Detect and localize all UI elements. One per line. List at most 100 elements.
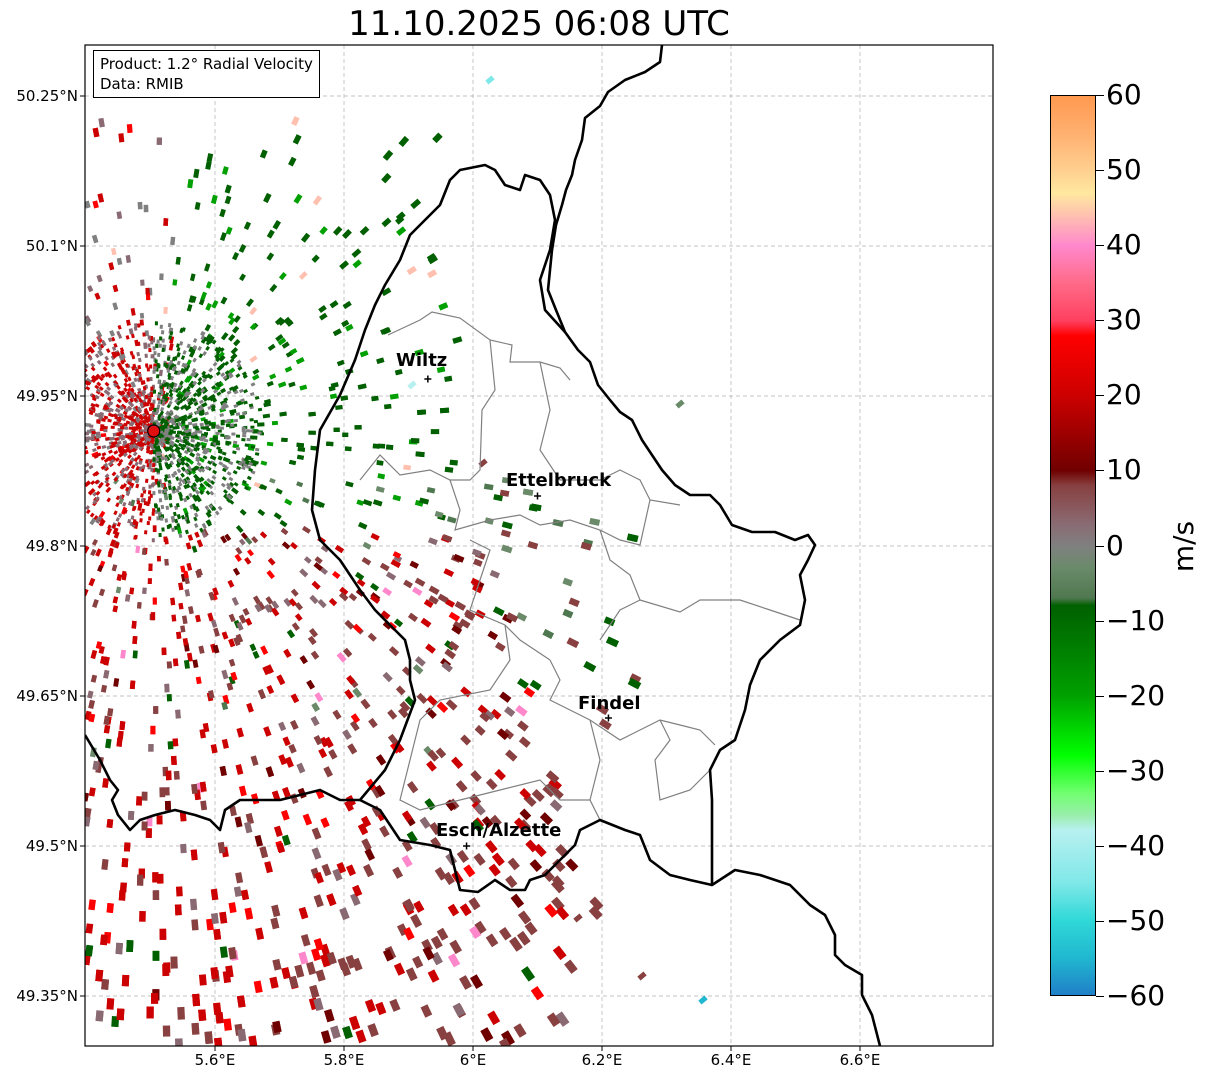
radar-pixel [342, 300, 352, 310]
radar-pixel [197, 380, 202, 386]
radar-pixel [232, 388, 238, 393]
radar-pixel [112, 284, 119, 293]
radar-pixel [352, 687, 362, 698]
radar-pixel [407, 612, 419, 623]
radar-pixel [394, 369, 403, 376]
radar-pixel [236, 363, 242, 368]
radar-pixel [544, 903, 558, 918]
radar-pixel [244, 907, 254, 920]
radar-pixel [120, 359, 125, 365]
radar-pixel [603, 616, 616, 627]
radar-pixel [105, 738, 112, 749]
radar-pixel [272, 1020, 282, 1034]
radar-pixel [189, 350, 196, 358]
radar-pixel [89, 424, 94, 428]
radar-pixel [313, 997, 324, 1011]
radar-pixel [89, 517, 97, 526]
radar-pixel [269, 976, 279, 989]
radar-pixel [180, 420, 186, 425]
radar-pixel [202, 447, 208, 452]
radar-pixel [133, 397, 138, 403]
radar-pixel [158, 336, 163, 341]
radar-pixel [204, 465, 210, 471]
radar-pixel [153, 706, 159, 714]
radar-pixel [101, 979, 110, 990]
radar-pixel [485, 933, 499, 948]
radar-pixel [469, 925, 482, 939]
radar-pixel [320, 544, 330, 553]
radar-pixel [201, 377, 207, 383]
radar-pixel [233, 403, 239, 409]
radar-pixel [403, 927, 415, 941]
radar-pixel [339, 907, 350, 921]
radar-pixel [203, 432, 209, 436]
radar-pixel [163, 536, 168, 542]
radar-pixel [98, 481, 104, 487]
radar-pixel [100, 424, 105, 428]
radar-pixel [144, 459, 149, 464]
radar-pixel [238, 461, 243, 466]
radar-pixel [197, 406, 203, 412]
radar-pixel [232, 325, 240, 334]
radar-pixel [296, 762, 306, 774]
radar-pixel [401, 810, 413, 822]
city-label-wiltz: Wiltz [396, 350, 448, 371]
radar-pixel [133, 326, 138, 331]
radar-pixel [159, 324, 163, 329]
radar-pixel [521, 966, 535, 982]
radar-pixel [218, 351, 225, 359]
radar-pixel [96, 359, 102, 365]
radar-pixel [160, 330, 165, 335]
radar-pixel [335, 404, 343, 411]
radar-pixel [345, 324, 354, 332]
radar-pixel [426, 695, 438, 706]
radar-pixel [107, 708, 114, 717]
radar-pixel [173, 370, 179, 375]
radar-pixel [483, 483, 494, 491]
radar-pixel [295, 357, 305, 365]
radar-pixel [142, 433, 148, 439]
radar-pixel [192, 371, 198, 377]
radar-pixel [343, 647, 353, 658]
radar-pixel [436, 701, 449, 713]
radar-pixel [370, 594, 381, 604]
radar-pixel [176, 360, 181, 366]
radar-pixel [188, 380, 195, 388]
radar-pixel [156, 137, 162, 145]
radar-pixel [326, 893, 337, 907]
radar-pixel [518, 736, 531, 748]
radar-pixel [155, 343, 159, 348]
radar-pixel [134, 444, 140, 450]
radar-pixel [163, 382, 168, 388]
radar-pixel [189, 397, 194, 402]
radar-pixel [412, 664, 424, 675]
radar-pixel [675, 399, 685, 409]
colorbar-tick-label: −30 [1106, 753, 1166, 787]
radar-pixel [125, 255, 131, 263]
radar-pixel [284, 498, 293, 506]
radar-pixel [204, 324, 211, 332]
radar-pixel [91, 538, 99, 546]
radar-pixel [149, 419, 153, 424]
radar-pixel [159, 414, 165, 420]
radar-pixel [583, 660, 597, 673]
radar-pixel [192, 423, 197, 427]
radar-pixel [310, 445, 319, 451]
radar-pixel [104, 466, 110, 472]
radar-pixel [265, 596, 274, 605]
radar-pixel [125, 491, 131, 497]
radar-pixel [90, 437, 95, 441]
radar-pixel [130, 464, 136, 470]
radar-pixel [249, 323, 257, 331]
radar-pixel [178, 533, 183, 539]
radar-pixel [382, 948, 394, 962]
radar-pixel [336, 652, 347, 663]
radar-pixel [150, 467, 154, 472]
radar-pixel [185, 385, 191, 391]
radar-pixel [260, 645, 269, 655]
radar-pixel [107, 550, 114, 558]
radar-pixel [494, 768, 506, 781]
colorbar-tick-label: 10 [1106, 453, 1142, 487]
radar-pixel [150, 415, 155, 421]
radar-pixel [96, 419, 101, 423]
